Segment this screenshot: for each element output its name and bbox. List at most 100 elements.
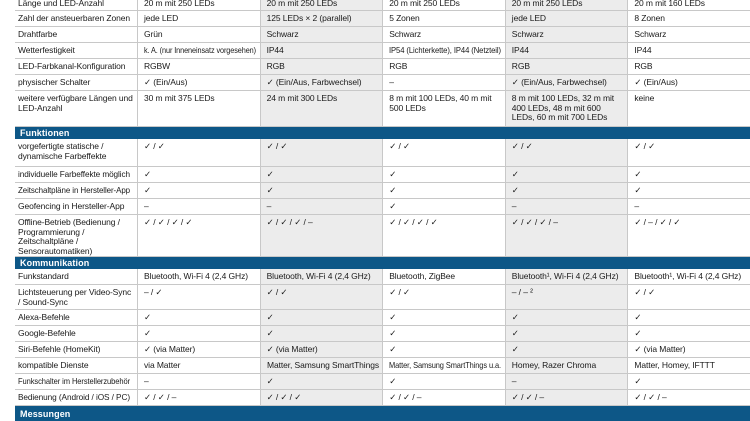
table-row: Alexa-Befehle ✓ ✓ ✓ ✓ ✓ bbox=[15, 310, 750, 326]
cell: ✓ / ✓ bbox=[627, 285, 750, 309]
row-label: Drahtfarbe bbox=[15, 27, 137, 42]
cell: ✓ / ✓ bbox=[627, 139, 750, 166]
cell-text: ✓ bbox=[144, 311, 152, 322]
cell: ✓ / ✓ bbox=[259, 285, 383, 309]
row-label-text: Funkstandard bbox=[18, 270, 69, 281]
cell: ✓ / ✓ bbox=[504, 139, 628, 166]
table-row: vorgefertigte statische / dynamische Far… bbox=[15, 139, 750, 167]
cell: 5 Zonen bbox=[382, 11, 505, 26]
cell-text: IP44 bbox=[266, 44, 284, 55]
cell: ✓ / ✓ / ✓ bbox=[259, 390, 383, 405]
cell: 30 m mit 375 LEDs bbox=[137, 91, 260, 126]
row-label: LED-Farbkanal-Konfiguration bbox=[15, 59, 137, 74]
row-label-text: Google-Befehle bbox=[18, 327, 76, 338]
cell-text: – / – ² bbox=[511, 287, 533, 297]
table-row: Offline-Betrieb (Bedienung / Programmier… bbox=[15, 215, 750, 257]
cell: RGB bbox=[504, 59, 628, 74]
cell: ✓ bbox=[382, 342, 505, 357]
cell-text: Schwarz bbox=[634, 28, 667, 39]
cell-text: ✓ bbox=[389, 311, 397, 322]
cell-text: ✓ bbox=[389, 200, 397, 211]
cell: RGB bbox=[382, 59, 505, 74]
cell-text: ✓ bbox=[144, 184, 152, 195]
cell: Bluetooth¹, Wi-Fi 4 (2,4 GHz) bbox=[627, 269, 750, 284]
row-label: Geofencing in Hersteller-App bbox=[15, 199, 137, 214]
cell-text: Matter, Homey, IFTTT bbox=[634, 359, 715, 370]
table-row: Wetterfestigkeit k. A. (nur Inneneinsatz … bbox=[15, 43, 750, 59]
cell-text: ✓ bbox=[266, 375, 274, 386]
cell: 20 m mit 250 LEDs bbox=[504, 0, 628, 10]
row-label-text: Länge und LED-Anzahl bbox=[18, 0, 104, 8]
cell-text: RGB bbox=[266, 60, 285, 71]
table-row: Länge und LED-Anzahl 20 m mit 250 LEDs 20 … bbox=[15, 0, 750, 11]
cell-text: – bbox=[511, 200, 517, 211]
cell: ✓ (via Matter) bbox=[137, 342, 260, 357]
cell: – bbox=[259, 199, 383, 214]
cell-text: 20 m mit 250 LEDs bbox=[266, 0, 338, 8]
cell-text: – bbox=[266, 200, 272, 211]
cell-text: Grün bbox=[144, 28, 163, 39]
row-label: Google-Befehle bbox=[15, 326, 137, 341]
cell-text: ✓ bbox=[144, 327, 152, 338]
cell-text: Schwarz bbox=[511, 28, 544, 39]
cell-text: 24 m mit 300 LEDs bbox=[266, 93, 338, 103]
cell: 20 m mit 160 LEDs bbox=[627, 0, 750, 10]
row-label: Siri-Befehle (HomeKit) bbox=[15, 342, 137, 357]
cell-text: ✓ (Ein/Aus) bbox=[634, 76, 678, 87]
cell: ✓ bbox=[259, 167, 383, 182]
cell: – bbox=[627, 199, 750, 214]
cell-text: via Matter bbox=[144, 359, 181, 370]
cell-text: ✓ bbox=[511, 311, 519, 322]
cell: IP44 bbox=[627, 43, 750, 58]
cell-text: keine bbox=[634, 93, 655, 103]
cell-text: – / ✓ bbox=[144, 287, 163, 297]
row-label: Funkschalter im Herstellerzubehör bbox=[15, 374, 137, 389]
row-label-text: individuelle Farbeffekte möglich bbox=[18, 168, 130, 179]
cell: Homey, Razer Chroma bbox=[504, 358, 628, 373]
cell-text: 30 m mit 375 LEDs bbox=[144, 93, 215, 103]
cell: ✓ bbox=[137, 167, 260, 182]
cell: Bluetooth, Wi-Fi 4 (2,4 GHz) bbox=[259, 269, 383, 284]
row-label-text: Wetterfestigkeit bbox=[18, 44, 75, 55]
row-label-text: Offline-Betrieb (Bedienung / Programmier… bbox=[18, 217, 120, 256]
cell: ✓ / ✓ bbox=[382, 139, 505, 166]
cell-text: k. A. (nur Inneneinsatz vorgesehen) bbox=[144, 44, 256, 55]
cell-text: 8 Zonen bbox=[634, 12, 665, 23]
cell: ✓ bbox=[627, 167, 750, 182]
cell: Matter, Homey, IFTTT bbox=[627, 358, 750, 373]
row-label-text: Zahl der ansteuerbaren Zonen bbox=[18, 12, 130, 23]
cell-text: ✓ bbox=[634, 311, 642, 322]
cell-text: 20 m mit 250 LEDs bbox=[511, 0, 583, 8]
cell-text: jede LED bbox=[144, 12, 179, 23]
cell-text: ✓ bbox=[266, 168, 274, 179]
section-header-funktionen: Funktionen bbox=[15, 127, 750, 139]
cell: 20 m mit 250 LEDs bbox=[259, 0, 383, 10]
row-label-text: LED-Farbkanal-Konfiguration bbox=[18, 60, 126, 71]
cell-text: ✓ / ✓ / ✓ / – bbox=[511, 217, 558, 227]
cell: 20 m mit 250 LEDs bbox=[382, 0, 505, 10]
row-label-text: Drahtfarbe bbox=[18, 28, 58, 39]
cell-text: RGBW bbox=[144, 60, 171, 71]
cell-text: – bbox=[144, 200, 149, 211]
cell-text: IP54 (Lichterkette), IP44 (Netzteil) bbox=[389, 44, 502, 55]
cell: IP44 bbox=[259, 43, 383, 58]
cell-text: ✓ / – / ✓ / ✓ bbox=[634, 217, 681, 227]
cell-text: ✓ / ✓ bbox=[266, 141, 288, 151]
cell: 20 m mit 250 LEDs bbox=[137, 0, 260, 10]
row-label-text: physischer Schalter bbox=[18, 76, 91, 87]
cell-text: ✓ (via Matter) bbox=[266, 343, 318, 354]
cell: ✓ bbox=[137, 310, 260, 325]
row-label: Lichtsteuerung per Video-Sync / Sound-Sy… bbox=[15, 285, 137, 309]
cell: ✓ bbox=[382, 326, 505, 341]
cell: ✓ bbox=[137, 326, 260, 341]
cell-text: ✓ / ✓ / – bbox=[634, 391, 667, 402]
cell-text: ✓ (via Matter) bbox=[144, 343, 196, 354]
cell: Schwarz bbox=[382, 27, 505, 42]
row-label-text: Funkschalter im Herstellerzubehör bbox=[18, 375, 130, 386]
cell-text: ✓ (via Matter) bbox=[634, 343, 686, 354]
cell: ✓ bbox=[259, 310, 383, 325]
cell-text: Schwarz bbox=[266, 28, 299, 39]
cell: ✓ / ✓ / – bbox=[627, 390, 750, 405]
cell-text: RGB bbox=[389, 60, 408, 71]
cell: RGBW bbox=[137, 59, 260, 74]
